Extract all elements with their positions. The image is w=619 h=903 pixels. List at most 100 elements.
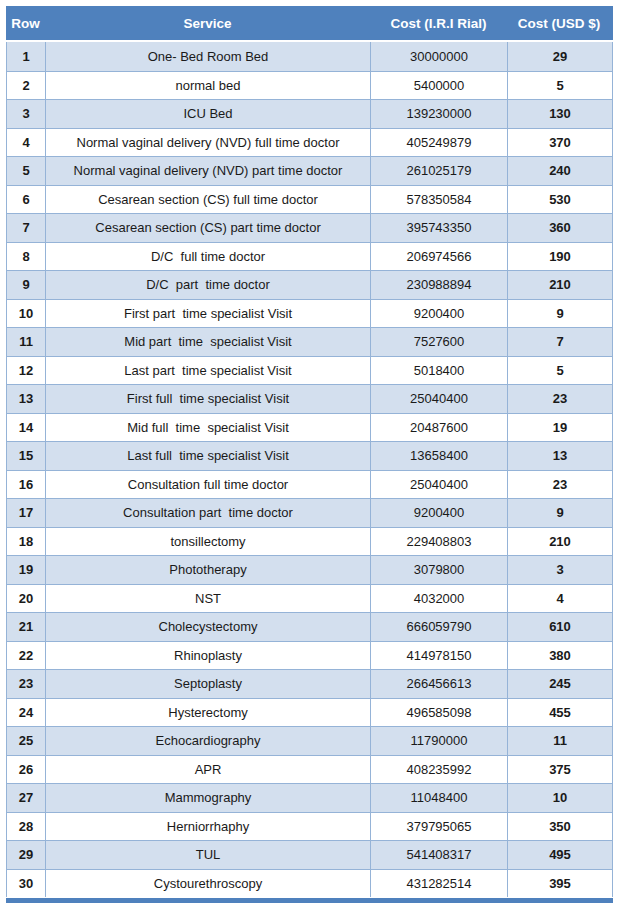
cost-rial-cell: 25040400	[371, 471, 508, 499]
cost-usd-cell: 375	[508, 756, 612, 784]
service-cell: APR	[46, 756, 371, 784]
row-number-cell: 1	[7, 42, 46, 71]
row-number-cell: 26	[7, 756, 46, 784]
cost-usd-cell: 3	[508, 556, 612, 584]
service-cell: Echocardiography	[46, 727, 371, 755]
cost-usd-cell: 380	[508, 642, 612, 670]
cost-rial-cell: 5018400	[371, 357, 508, 385]
service-cell: Phototherapy	[46, 556, 371, 584]
row-number-cell: 23	[7, 670, 46, 698]
table-body: 1One- Bed Room Bed30000000292normal bed5…	[6, 42, 613, 898]
cost-usd-cell: 455	[508, 699, 612, 727]
cost-usd-cell: 5	[508, 357, 612, 385]
service-cell: D/C full time doctor	[46, 243, 371, 271]
next-page-header-strip	[6, 897, 613, 903]
cost-rial-cell: 25040400	[371, 385, 508, 413]
row-number-cell: 7	[7, 214, 46, 242]
column-header-service: Service	[45, 6, 370, 40]
service-cell: Hysterectomy	[46, 699, 371, 727]
cost-rial-cell: 9200400	[371, 499, 508, 527]
service-cell: Consultation full time doctor	[46, 471, 371, 499]
row-number-cell: 5	[7, 157, 46, 185]
cost-rial-cell: 379795065	[371, 813, 508, 841]
row-number-cell: 28	[7, 813, 46, 841]
table-row: 8D/C full time doctor206974566190	[7, 242, 612, 271]
cost-usd-cell: 360	[508, 214, 612, 242]
service-cell: Cesarean section (CS) part time doctor	[46, 214, 371, 242]
cost-rial-cell: 30000000	[371, 42, 508, 71]
table-row: 11Mid part time specialist Visit75276007	[7, 327, 612, 356]
table-row: 18tonsillectomy229408803210	[7, 527, 612, 556]
cost-usd-cell: 5	[508, 72, 612, 100]
cost-usd-cell: 370	[508, 129, 612, 157]
table-row: 7Cesarean section (CS) part time doctor3…	[7, 213, 612, 242]
cost-usd-cell: 495	[508, 841, 612, 869]
service-cell: Cesarean section (CS) full time doctor	[46, 186, 371, 214]
table-row: 2normal bed54000005	[7, 71, 612, 100]
service-cell: Mid part time specialist Visit	[46, 328, 371, 356]
cost-rial-cell: 5400000	[371, 72, 508, 100]
table-row: 27Mammography1104840010	[7, 783, 612, 812]
cost-usd-cell: 19	[508, 414, 612, 442]
column-header-row: Row	[6, 6, 45, 40]
service-cell: Cystourethroscopy	[46, 870, 371, 898]
hospital-services-cost-table: Row Service Cost (I.R.I Rial) Cost (USD …	[6, 6, 613, 898]
row-number-cell: 14	[7, 414, 46, 442]
row-number-cell: 24	[7, 699, 46, 727]
column-header-cost-rial: Cost (I.R.I Rial)	[370, 6, 507, 40]
cost-rial-cell: 541408317	[371, 841, 508, 869]
table-row: 20NST40320004	[7, 584, 612, 613]
cost-usd-cell: 210	[508, 271, 612, 299]
table-row: 12Last part time specialist Visit5018400…	[7, 356, 612, 385]
service-cell: Last full time specialist Visit	[46, 442, 371, 470]
service-cell: First full time specialist Visit	[46, 385, 371, 413]
row-number-cell: 20	[7, 585, 46, 613]
cost-usd-cell: 245	[508, 670, 612, 698]
cost-usd-cell: 210	[508, 528, 612, 556]
service-cell: First part time specialist Visit	[46, 300, 371, 328]
cost-usd-cell: 11	[508, 727, 612, 755]
cost-rial-cell: 405249879	[371, 129, 508, 157]
row-number-cell: 4	[7, 129, 46, 157]
cost-rial-cell: 261025179	[371, 157, 508, 185]
service-cell: Consultation part time doctor	[46, 499, 371, 527]
row-number-cell: 8	[7, 243, 46, 271]
row-number-cell: 22	[7, 642, 46, 670]
row-number-cell: 18	[7, 528, 46, 556]
cost-usd-cell: 240	[508, 157, 612, 185]
cost-rial-cell: 11048400	[371, 784, 508, 812]
cost-rial-cell: 3079800	[371, 556, 508, 584]
table-row: 28Herniorrhaphy379795065350	[7, 812, 612, 841]
column-header-cost-usd: Cost (USD $)	[507, 6, 611, 40]
row-number-cell: 17	[7, 499, 46, 527]
document-page: Row Service Cost (I.R.I Rial) Cost (USD …	[0, 0, 619, 903]
table-row: 23Septoplasty266456613245	[7, 669, 612, 698]
cost-usd-cell: 23	[508, 471, 612, 499]
cost-rial-cell: 4032000	[371, 585, 508, 613]
cost-rial-cell: 13658400	[371, 442, 508, 470]
service-cell: One- Bed Room Bed	[46, 42, 371, 71]
table-row: 9D/C part time doctor230988894210	[7, 270, 612, 299]
row-number-cell: 10	[7, 300, 46, 328]
cost-usd-cell: 610	[508, 613, 612, 641]
cost-usd-cell: 29	[508, 42, 612, 71]
service-cell: TUL	[46, 841, 371, 869]
cost-rial-cell: 395743350	[371, 214, 508, 242]
row-number-cell: 27	[7, 784, 46, 812]
service-cell: normal bed	[46, 72, 371, 100]
row-number-cell: 25	[7, 727, 46, 755]
table-row: 24Hysterectomy496585098455	[7, 698, 612, 727]
table-row: 4Normal vaginal delivery (NVD) full time…	[7, 128, 612, 157]
cost-rial-cell: 7527600	[371, 328, 508, 356]
cost-usd-cell: 7	[508, 328, 612, 356]
cost-rial-cell: 414978150	[371, 642, 508, 670]
table-row: 26APR408235992375	[7, 755, 612, 784]
table-row: 29TUL541408317495	[7, 840, 612, 869]
cost-rial-cell: 230988894	[371, 271, 508, 299]
cost-rial-cell: 496585098	[371, 699, 508, 727]
row-number-cell: 12	[7, 357, 46, 385]
service-cell: Cholecystectomy	[46, 613, 371, 641]
cost-rial-cell: 578350584	[371, 186, 508, 214]
cost-rial-cell: 9200400	[371, 300, 508, 328]
row-number-cell: 19	[7, 556, 46, 584]
